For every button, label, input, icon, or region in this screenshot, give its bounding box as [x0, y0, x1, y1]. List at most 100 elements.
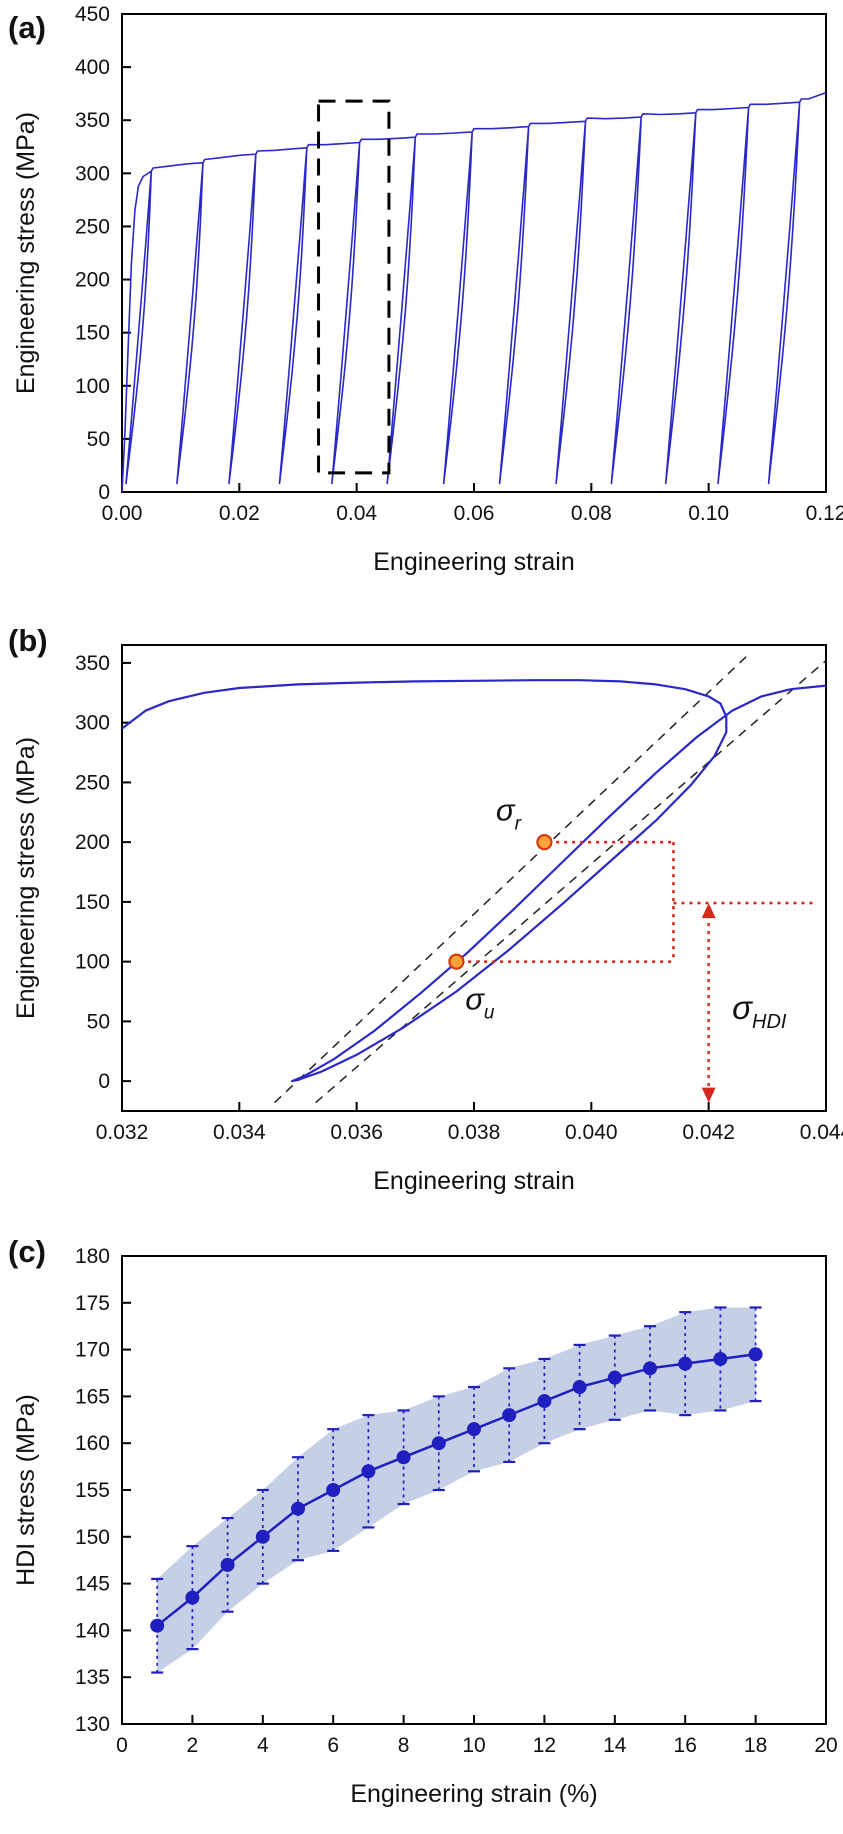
hdi-data-point	[572, 1380, 587, 1395]
y-tick-label: 50	[87, 1010, 110, 1033]
y-tick-label: 155	[75, 1479, 110, 1502]
x-tick-label: 0.038	[448, 1121, 501, 1144]
x-tick-label: 4	[257, 1734, 269, 1757]
x-tick-label: 0.06	[454, 502, 495, 525]
panel-c-label: (c)	[8, 1234, 46, 1269]
hdi-data-point	[361, 1464, 376, 1479]
y-tick-label: 160	[75, 1432, 110, 1455]
chart-c: 0 2 4 6 8 10 12 14 16 18 20 130 135 140 145 150 155 160 16…	[8, 1234, 838, 1808]
x-tick-label: 6	[327, 1734, 339, 1757]
panel-b-ylabel: Engineering stress (MPa)	[12, 737, 40, 1019]
y-tick-label: 300	[75, 162, 110, 185]
x-tick-label: 0.12	[806, 502, 843, 525]
x-tick-label: 12	[533, 1734, 556, 1757]
label-sigma_r: σr	[496, 793, 522, 835]
x-tick-label: 0.042	[682, 1121, 735, 1144]
panel-c-ylabel: HDI stress (MPa)	[12, 1394, 40, 1586]
x-tick-label: 18	[744, 1734, 767, 1757]
x-tick-label: 0	[116, 1734, 128, 1757]
label-sigma_u: σu	[465, 981, 495, 1023]
y-tick-label: 400	[75, 56, 110, 79]
x-tick-label: 0.00	[102, 502, 143, 525]
panel-a-ylabel: Engineering stress (MPa)	[12, 112, 40, 394]
panel-a: 0.00 0.02 0.04 0.06 0.08 0.10 0.12 0 50 100 150 200…	[0, 0, 843, 611]
y-tick-label: 0	[98, 481, 110, 504]
hdi-data-point	[255, 1529, 270, 1544]
hdi-data-point	[607, 1370, 622, 1385]
panel-c: 0 2 4 6 8 10 12 14 16 18 20 130 135 140 145 150 155 160 16…	[0, 1222, 843, 1834]
plot-border	[121, 644, 827, 1112]
marked-point-sigma_u	[448, 953, 465, 970]
y-tick-label: 150	[75, 322, 110, 345]
y-tick-label: 200	[75, 269, 110, 292]
panel-b-xlabel: Engineering strain	[373, 1167, 575, 1195]
hdi-data-point	[467, 1422, 481, 1437]
hdi-arrow-head-up	[701, 903, 716, 919]
x-tick-label: 0.10	[688, 502, 729, 525]
y-tick-label: 170	[75, 1339, 110, 1362]
x-tick-label: 0.036	[330, 1121, 383, 1144]
plot-area-c: 0 2 4 6 8 10 12 14 16 18 20 130 135 140 145 150 155 160 16…	[75, 1245, 838, 1757]
x-tick-label: 0.08	[571, 502, 612, 525]
y-tick-label: 300	[75, 712, 110, 735]
x-tick-label: 2	[187, 1734, 199, 1757]
y-tick-label: 0	[98, 1070, 110, 1093]
x-tick-label: 16	[674, 1734, 697, 1757]
y-tick-label: 250	[75, 771, 110, 794]
y-tick-label: 150	[75, 891, 110, 914]
x-tick-label: 0.040	[565, 1121, 618, 1144]
hdi-data-point	[326, 1483, 341, 1497]
hdi-data-point	[713, 1351, 728, 1366]
hdi-data-point	[431, 1436, 446, 1451]
y-tick-label: 140	[75, 1619, 110, 1642]
x-tick-label: 20	[814, 1734, 837, 1757]
y-tick-label: 180	[75, 1245, 110, 1268]
hdi-data-point	[396, 1450, 411, 1465]
y-tick-label: 200	[75, 831, 110, 854]
chart-b: 0.032 0.034 0.036 0.038 0.040 0.042 0.044 0 50 10…	[8, 623, 843, 1195]
y-tick-label: 175	[75, 1292, 110, 1315]
hdi-data-point	[150, 1618, 165, 1633]
plot-area-b: 0.032 0.034 0.036 0.038 0.040 0.042 0.044 0 50 10…	[75, 644, 843, 1144]
y-tick-label: 150	[75, 1526, 110, 1549]
y-tick-label: 350	[75, 652, 110, 675]
x-tick-label: 0.032	[96, 1121, 149, 1144]
tangent-dashed-line	[274, 652, 751, 1104]
x-tick-label: 0.02	[219, 502, 260, 525]
hdi-data-point	[291, 1501, 305, 1516]
cyclic-stress-strain-curve	[121, 91, 827, 493]
y-tick-label: 100	[75, 951, 110, 974]
x-tick-label: 0.04	[336, 502, 377, 525]
x-tick-label: 10	[462, 1734, 485, 1757]
panel-b-label: (b)	[8, 623, 48, 658]
hdi-data-point	[185, 1590, 200, 1605]
hysteresis-loop-curve	[121, 679, 827, 1083]
error-band	[157, 1307, 756, 1673]
hdi-data-point	[748, 1347, 763, 1362]
chart-a: 0.00 0.02 0.04 0.06 0.08 0.10 0.12 0 50 100 150 200…	[8, 3, 843, 576]
hdi-data-point	[678, 1356, 693, 1371]
x-tick-label: 0.034	[213, 1121, 266, 1144]
hdi-data-point	[220, 1557, 235, 1572]
plot-border	[121, 13, 827, 493]
hdi-data-point	[502, 1408, 517, 1423]
panel-c-xlabel: Engineering strain (%)	[350, 1780, 597, 1808]
x-tick-label: 8	[398, 1734, 410, 1757]
x-tick-label: 14	[603, 1734, 627, 1757]
hdi-data-point	[643, 1361, 657, 1376]
marked-point-sigma_r	[536, 834, 553, 851]
y-tick-label: 50	[87, 428, 110, 451]
y-tick-label: 250	[75, 215, 110, 238]
y-tick-label: 165	[75, 1385, 110, 1408]
highlight-dashed-box	[317, 99, 391, 475]
y-tick-label: 130	[75, 1713, 110, 1736]
panel-a-label: (a)	[8, 10, 46, 45]
panel-b: 0.032 0.034 0.036 0.038 0.040 0.042 0.044 0 50 10…	[0, 611, 843, 1222]
plot-area-a: 0.00 0.02 0.04 0.06 0.08 0.10 0.12 0 50 100 150 200…	[75, 3, 843, 525]
y-tick-label: 350	[75, 109, 110, 132]
y-tick-label: 100	[75, 375, 110, 398]
tangent-dashed-line	[315, 659, 827, 1104]
y-tick-label: 145	[75, 1573, 110, 1596]
x-tick-label: 0.044	[800, 1121, 843, 1144]
